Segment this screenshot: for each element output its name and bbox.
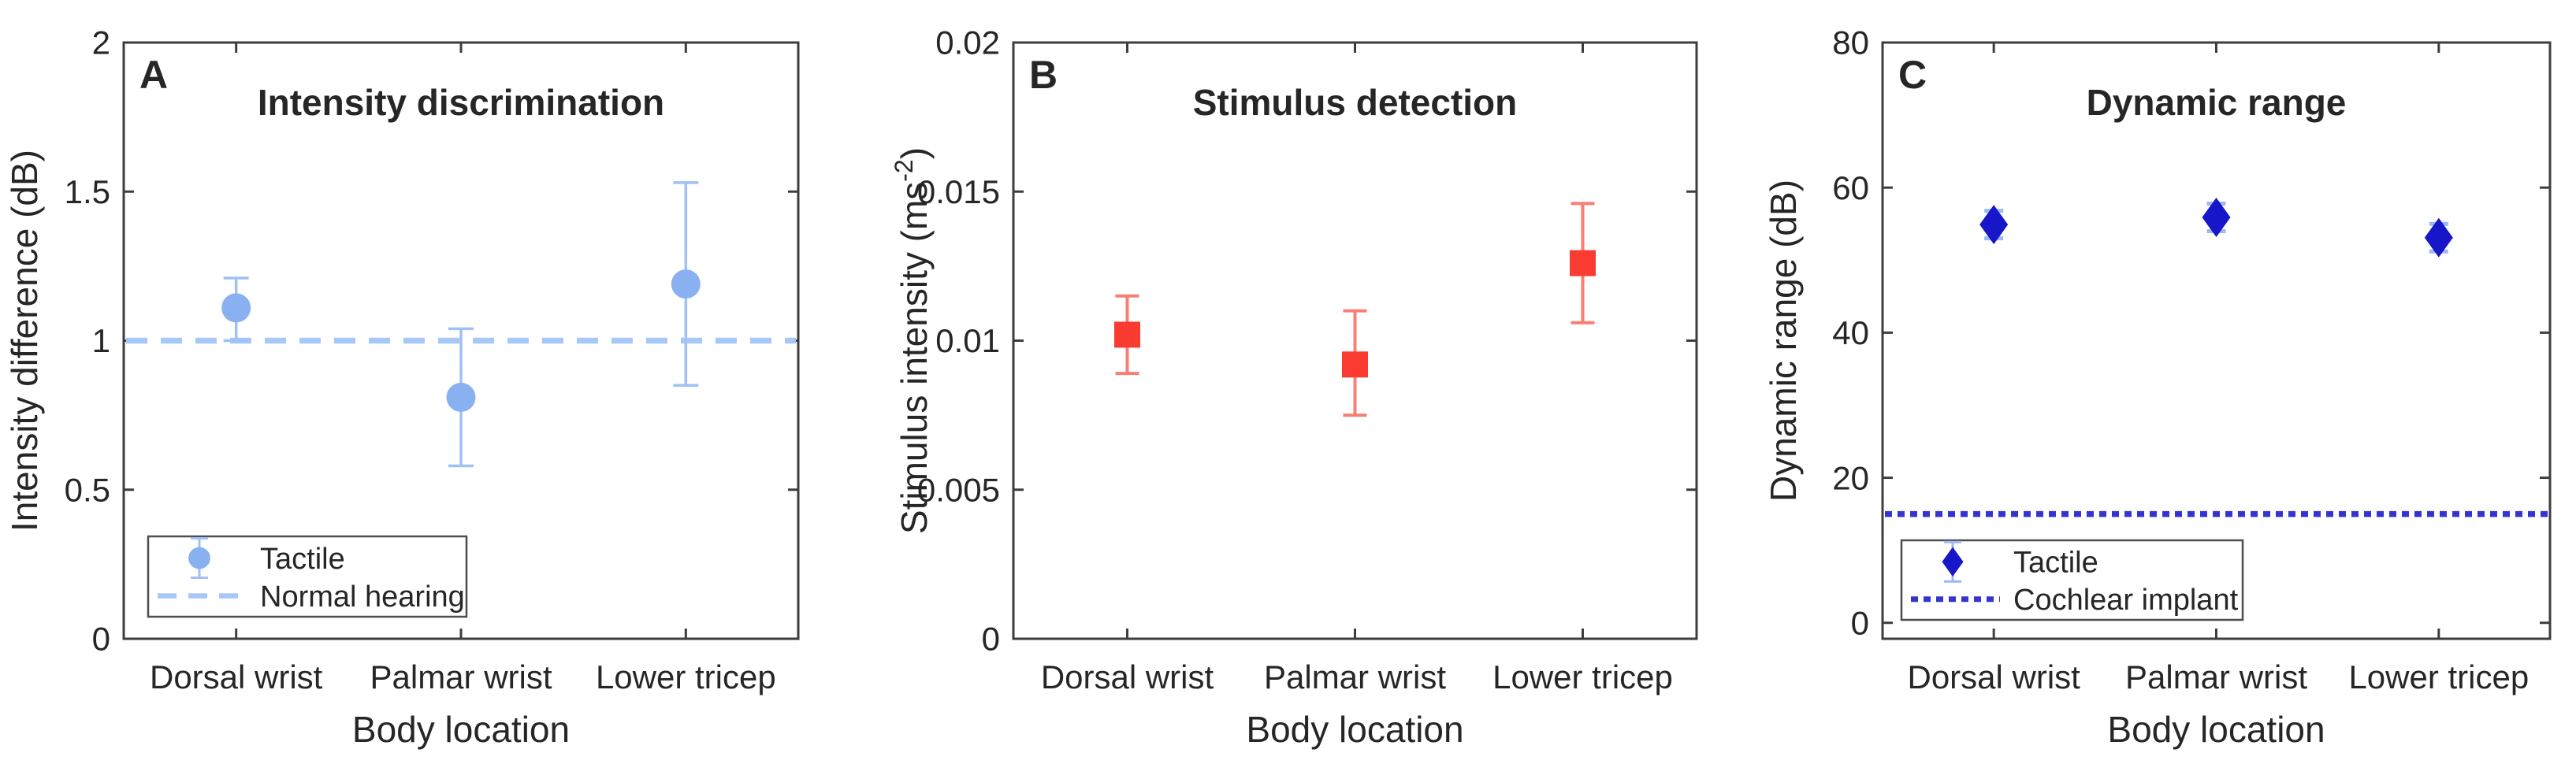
y-axis-label: Stimulus intensity (ms-2) xyxy=(890,147,935,534)
x-category-label: Palmar wrist xyxy=(2125,658,2307,695)
panel-letter: C xyxy=(1898,53,1927,97)
x-category-label: Lower tricep xyxy=(1492,658,1673,695)
data-point xyxy=(221,293,251,323)
data-point xyxy=(671,269,701,299)
x-category-label: Dorsal wrist xyxy=(1041,658,1214,695)
y-tick-label: 0.005 xyxy=(917,471,1000,508)
x-category-label: Lower tricep xyxy=(596,658,776,695)
x-category-label: Palmar wrist xyxy=(1264,658,1446,695)
y-tick-label: 0.01 xyxy=(935,322,1000,359)
x-category-label: Palmar wrist xyxy=(370,658,552,695)
legend-marker-circle xyxy=(188,547,210,569)
data-point xyxy=(1570,250,1596,276)
legend-label: Normal hearing xyxy=(260,580,465,614)
panel-letter: A xyxy=(139,53,168,97)
y-tick-label: 0 xyxy=(1851,604,1869,641)
intensity-discrimination-chart: 0 0.5 1 1.5 2 Dorsal wrist Palmar wrist Lower t… xyxy=(4,24,800,750)
legend-label: Tactile xyxy=(2013,547,2098,580)
y-tick-label: 0 xyxy=(92,621,110,658)
y-tick-label: 80 xyxy=(1832,24,1869,61)
y-tick-label: 2 xyxy=(92,24,110,61)
data-point xyxy=(446,382,476,412)
y-tick-label: 1.5 xyxy=(65,173,110,210)
y-tick-label: 40 xyxy=(1832,314,1869,351)
data-point xyxy=(1342,351,1368,378)
y-tick-label: 0.5 xyxy=(65,471,110,508)
y-axis-label: Intensity difference (dB) xyxy=(4,150,45,532)
x-axis-label: Body location xyxy=(1246,709,1463,750)
x-category-label: Dorsal wrist xyxy=(1907,658,2080,695)
panel-b: 0 0.005 0.01 0.015 0.02 Dorsal wrist Palmar wr… xyxy=(859,0,1718,764)
data-point xyxy=(1114,321,1140,348)
dynamic-range-chart: 0 20 40 60 80 Dorsal wrist Palmar wrist Lower t… xyxy=(1763,24,2552,750)
legend-label: Tactile xyxy=(260,543,345,576)
panel-c: 0 20 40 60 80 Dorsal wrist Palmar wrist Lower t… xyxy=(1718,0,2576,764)
x-axis-label: Body location xyxy=(2107,709,2325,750)
y-tick-label: 20 xyxy=(1832,459,1869,496)
x-category-label: Lower tricep xyxy=(2348,658,2529,695)
chart-title: Stimulus detection xyxy=(1193,82,1517,123)
legend-marker-diamond xyxy=(1942,547,1964,577)
y-axis-label: Dynamic range (dB) xyxy=(1763,180,1804,502)
y-tick-label: 0.02 xyxy=(935,24,1000,61)
data-point xyxy=(2424,217,2453,258)
y-tick-label: 1 xyxy=(92,322,110,359)
y-tick-label: 0 xyxy=(982,621,1000,658)
chart-title: Dynamic range xyxy=(2087,82,2347,123)
x-axis-label: Body location xyxy=(352,709,570,750)
data-point xyxy=(1979,205,2009,245)
panel-a: 0 0.5 1 1.5 2 Dorsal wrist Palmar wrist Lower t… xyxy=(0,0,859,764)
chart-title: Intensity discrimination xyxy=(258,82,664,123)
stimulus-detection-chart: 0 0.005 0.01 0.015 0.02 Dorsal wrist Palmar wr… xyxy=(890,24,1698,750)
y-tick-label: 0.015 xyxy=(917,173,1000,210)
y-tick-label: 60 xyxy=(1832,169,1869,206)
legend-label: Cochlear implant xyxy=(2013,584,2239,617)
data-point xyxy=(2202,197,2231,237)
legend-box xyxy=(1900,539,2244,621)
panel-letter: B xyxy=(1029,53,1058,97)
x-category-label: Dorsal wrist xyxy=(150,658,323,695)
